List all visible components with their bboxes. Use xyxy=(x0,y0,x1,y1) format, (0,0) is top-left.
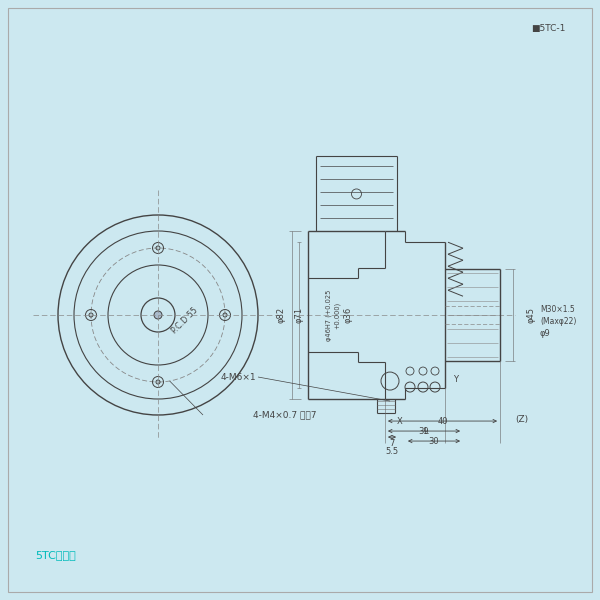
Text: φ46H7 (+0.025
+0.000): φ46H7 (+0.025 +0.000) xyxy=(326,289,340,341)
Text: (Z): (Z) xyxy=(515,415,528,424)
Text: L: L xyxy=(422,427,427,436)
Text: Y: Y xyxy=(453,375,458,384)
Text: φ82: φ82 xyxy=(276,307,285,323)
Text: 4-M6×1: 4-M6×1 xyxy=(220,373,256,382)
Text: M30×1.5: M30×1.5 xyxy=(540,304,575,313)
Text: 40: 40 xyxy=(437,416,448,425)
Text: 30: 30 xyxy=(428,437,439,446)
Text: 7: 7 xyxy=(389,439,395,448)
Text: φ9: φ9 xyxy=(540,329,551,337)
Text: 5TC寸法図: 5TC寸法図 xyxy=(35,550,76,560)
Text: 5.5: 5.5 xyxy=(385,446,398,455)
Text: X: X xyxy=(397,416,403,425)
Text: φ71: φ71 xyxy=(295,307,304,323)
Text: 39: 39 xyxy=(419,427,430,436)
Text: 4-M4×0.7 深サ7: 4-M4×0.7 深サ7 xyxy=(253,410,317,419)
Text: φ45: φ45 xyxy=(527,307,536,323)
Circle shape xyxy=(154,311,162,319)
Text: (Maxφ22): (Maxφ22) xyxy=(540,317,577,325)
Text: φ36: φ36 xyxy=(343,307,353,323)
Text: P.C.D 55: P.C.D 55 xyxy=(170,305,200,335)
Text: ■5TC-1: ■5TC-1 xyxy=(530,23,565,32)
